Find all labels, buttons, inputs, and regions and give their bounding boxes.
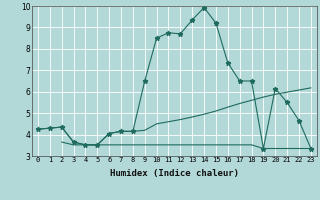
X-axis label: Humidex (Indice chaleur): Humidex (Indice chaleur)	[110, 169, 239, 178]
